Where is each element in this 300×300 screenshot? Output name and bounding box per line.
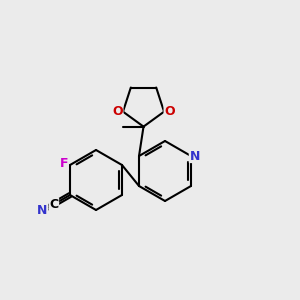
Text: O: O [112,105,123,118]
Text: O: O [164,105,175,118]
Text: N: N [37,204,48,217]
Text: F: F [60,157,68,170]
Text: N: N [189,149,200,163]
Text: C: C [50,198,58,211]
